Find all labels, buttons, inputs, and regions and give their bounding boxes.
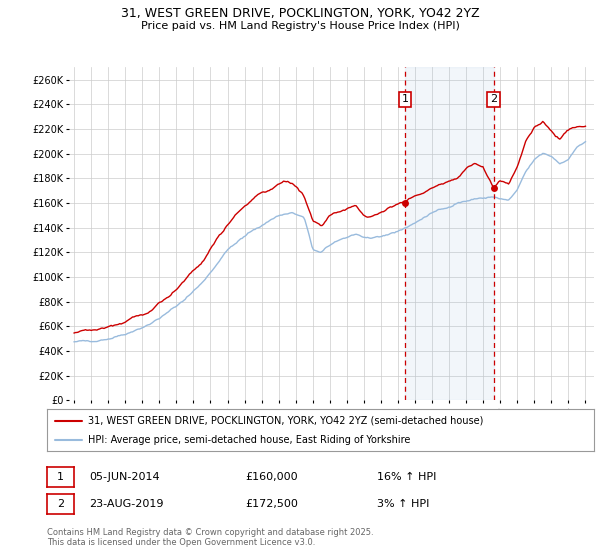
Text: HPI: Average price, semi-detached house, East Riding of Yorkshire: HPI: Average price, semi-detached house,…: [88, 435, 410, 445]
Text: £172,500: £172,500: [245, 499, 298, 509]
Text: 2: 2: [490, 94, 497, 104]
Text: 1: 1: [401, 94, 409, 104]
Text: 05-JUN-2014: 05-JUN-2014: [89, 472, 160, 482]
Text: 31, WEST GREEN DRIVE, POCKLINGTON, YORK, YO42 2YZ (semi-detached house): 31, WEST GREEN DRIVE, POCKLINGTON, YORK,…: [88, 416, 483, 426]
Text: 3% ↑ HPI: 3% ↑ HPI: [377, 499, 429, 509]
Text: 16% ↑ HPI: 16% ↑ HPI: [377, 472, 436, 482]
Text: Contains HM Land Registry data © Crown copyright and database right 2025.
This d: Contains HM Land Registry data © Crown c…: [47, 528, 373, 547]
Text: 31, WEST GREEN DRIVE, POCKLINGTON, YORK, YO42 2YZ: 31, WEST GREEN DRIVE, POCKLINGTON, YORK,…: [121, 7, 479, 20]
Text: 1: 1: [57, 472, 64, 482]
Text: 23-AUG-2019: 23-AUG-2019: [89, 499, 163, 509]
Text: Price paid vs. HM Land Registry's House Price Index (HPI): Price paid vs. HM Land Registry's House …: [140, 21, 460, 31]
Bar: [405, 67, 494, 400]
Text: £160,000: £160,000: [245, 472, 298, 482]
Text: 2: 2: [57, 499, 64, 509]
